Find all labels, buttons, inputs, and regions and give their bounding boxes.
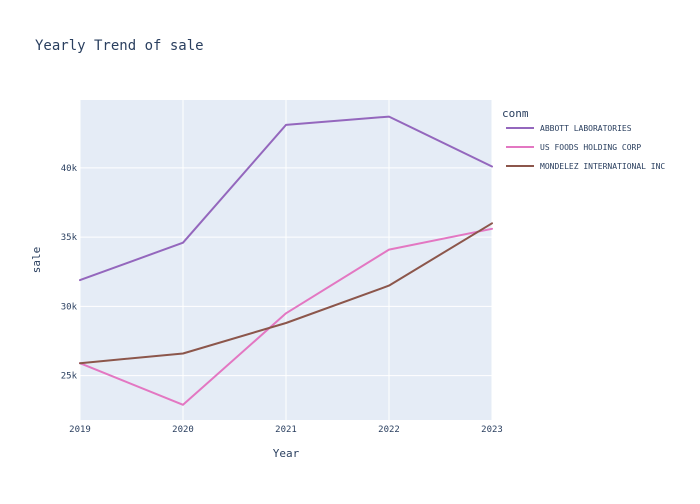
y-tick-label: 30k — [61, 302, 78, 312]
y-tick-label: 40k — [61, 164, 78, 174]
x-tick-label: 2022 — [378, 425, 400, 435]
y-axis-label: sale — [30, 247, 43, 274]
x-axis-label: Year — [273, 447, 300, 460]
y-tick-label: 25k — [61, 372, 78, 382]
x-tick-label: 2020 — [172, 425, 194, 435]
tick-labels: 2019 2020 2021 2022 2023 25k 30k 35k 40k — [61, 164, 503, 435]
legend-title: conm — [502, 107, 529, 120]
series-line — [79, 222, 493, 365]
legend-entry: ABBOTT LABORATORIES — [540, 124, 632, 133]
legend-entry: US FOODS HOLDING CORP — [540, 143, 641, 152]
chart-title: Yearly Trend of sale — [35, 38, 204, 54]
y-tick-label: 35k — [61, 233, 78, 243]
grid — [79, 100, 493, 420]
series-line — [79, 227, 493, 406]
x-tick-label: 2021 — [275, 425, 297, 435]
legend: conm ABBOTT LABORATORIES US FOODS HOLDING… — [502, 107, 665, 171]
series-lines — [79, 115, 493, 406]
legend-entry: MONDELEZ INTERNATIONAL INC — [540, 162, 665, 171]
series-line — [79, 115, 493, 282]
x-tick-label: 2023 — [481, 425, 503, 435]
x-tick-label: 2019 — [69, 425, 91, 435]
